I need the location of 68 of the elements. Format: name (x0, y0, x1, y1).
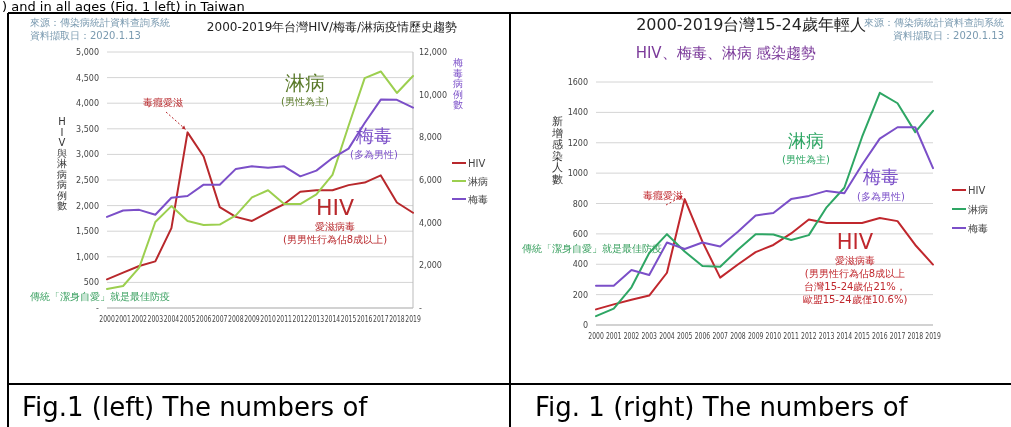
y-tick-label: 1,500 (76, 227, 99, 237)
chart-subtitle: HIV、梅毒、淋病 感染趨勢 (635, 44, 817, 62)
y-tick-label: 1200 (567, 138, 588, 148)
annotation: 歐盟15-24歲僅10.6%) (802, 294, 908, 305)
legend-label: 淋病 (468, 175, 488, 187)
annotation: 梅毒 (862, 166, 899, 187)
annotation: (男男性行為佔8成以上) (282, 234, 388, 245)
y2-tick-label: 6,000 (419, 176, 442, 185)
annotation: (男男性行為佔8成以上 (804, 268, 906, 279)
y-tick-label: 1400 (567, 108, 588, 118)
y2-tick-label: 2,000 (419, 261, 442, 271)
y2-tick-label: 4,000 (419, 218, 442, 228)
annotation: (男性為主) (782, 154, 830, 165)
line-series (106, 98, 414, 218)
y-tick-label: 0 (582, 321, 588, 330)
legend-label: HIV (968, 184, 986, 196)
legend-label: 梅毒 (467, 193, 488, 205)
y-tick-label: - (96, 304, 100, 313)
y-tick-label: 600 (572, 229, 588, 239)
y-tick-label: 1600 (567, 78, 588, 87)
annotation: (多為男性) (857, 191, 905, 202)
annotation: 淋病 (285, 71, 325, 95)
annotation: 毒癮愛滋 (143, 97, 183, 108)
annotation: (男性為主) (281, 96, 329, 107)
y-tick-label: 400 (572, 260, 588, 270)
y2-tick-label: 10,000 (419, 90, 447, 100)
y-tick-label: 4,000 (76, 99, 99, 109)
y2-axis-title: 梅毒病例數 (452, 57, 463, 110)
text: 資料擷取日：2020.1.13 (893, 30, 1004, 41)
annotation: 台灣15-24歲佔21%， (804, 281, 906, 292)
text: 資料擷取日：2020.1.13 (30, 30, 141, 41)
legend-label: HIV (468, 157, 486, 169)
y-tick-label: 200 (572, 290, 588, 300)
y-tick-label: 3,500 (76, 124, 99, 134)
y-tick-label: 1000 (567, 169, 588, 179)
legend-label: 淋病 (968, 203, 988, 215)
annotation: HIV (836, 230, 874, 254)
text: HIV與淋病病例數 (57, 116, 67, 211)
y-tick-label: 500 (83, 278, 99, 288)
annotation: 傳統「潔身自愛」就是最佳防疫 (30, 291, 170, 302)
y-tick-label: 2,500 (76, 176, 99, 185)
y-tick-label: 1,000 (76, 252, 99, 262)
annotation: 梅毒 (355, 125, 392, 146)
caption: Fig. 1 (right) The numbers of (535, 392, 909, 422)
line-series (595, 91, 934, 318)
line-series (106, 70, 414, 291)
x-tick-label: 2019 (925, 332, 946, 341)
y-tick-label: 800 (572, 199, 588, 209)
y2-tick-label: 8,000 (419, 133, 442, 143)
annotation: 愛滋病毒 (315, 221, 355, 232)
legend-label: 梅毒 (967, 222, 988, 234)
annotation: 淋病 (788, 130, 824, 151)
chart-title: 2000-2019年台灣HIV/梅毒/淋病疫情歷史趨勢 (206, 20, 458, 34)
y-tick-label: 2,000 (76, 201, 99, 211)
y-tick-label: 4,500 (76, 73, 99, 83)
annotation: 愛滋病毒 (835, 255, 875, 266)
annotation: (多為男性) (350, 149, 398, 160)
y-axis-title: 新增感染人數 (550, 115, 563, 186)
y2-tick-label: 12,000 (419, 48, 447, 57)
text: 來源：傳染病統計資料查詢系統 (30, 17, 170, 28)
caption: Fig.1 (left) The numbers of (22, 392, 369, 422)
x-tick-label: 2019 (405, 315, 426, 324)
y-tick-label: 3,000 (76, 150, 99, 160)
y-tick-label: 5,000 (76, 48, 99, 57)
annotation: HIV (315, 195, 355, 220)
text: 來源：傳染病統計資料查詢系統 (864, 17, 1004, 28)
chart-title: 2000-2019台灣15-24歲年輕人 (636, 15, 866, 34)
y2-tick-label: - (419, 304, 422, 313)
